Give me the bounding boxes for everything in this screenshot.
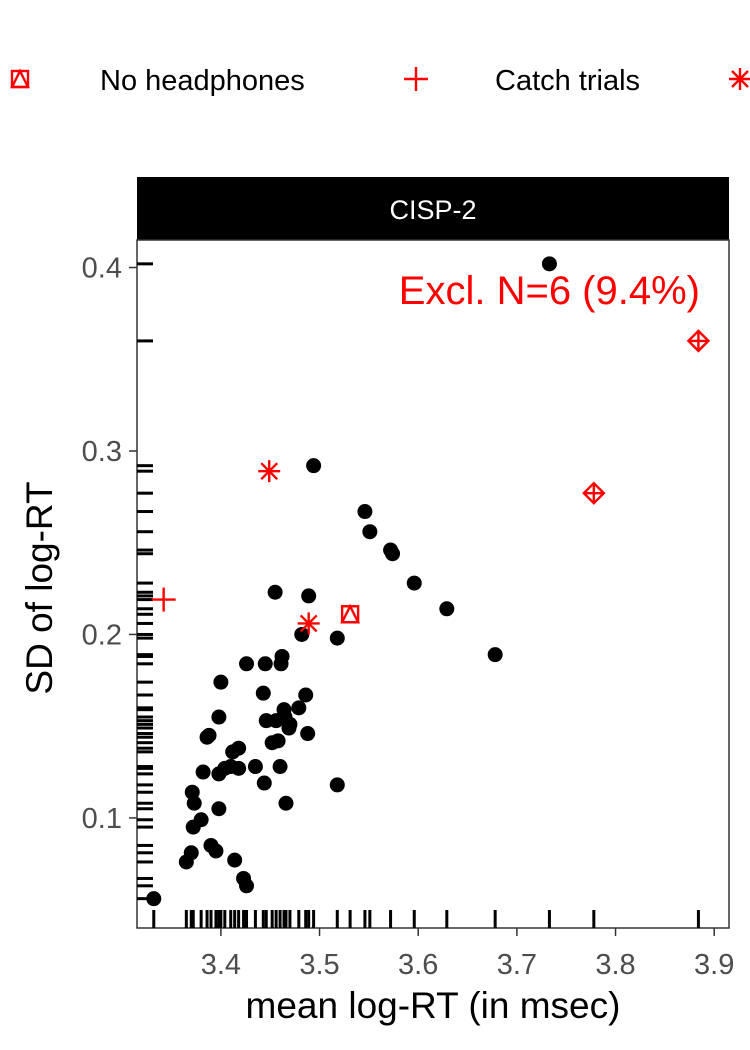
data-point bbox=[199, 729, 215, 745]
legend-key-no-headphones-icon bbox=[10, 68, 30, 89]
x-tick-label: 3.6 bbox=[398, 949, 438, 981]
data-point bbox=[211, 801, 227, 817]
data-point bbox=[267, 584, 283, 600]
y-axis-title: SD of log-RT bbox=[19, 481, 60, 694]
excluded-point bbox=[686, 329, 711, 353]
data-point bbox=[211, 709, 227, 725]
data-point bbox=[385, 546, 401, 562]
x-axis: 3.4 3.5 3.6 3.7 3.8 3.9 bbox=[201, 928, 734, 981]
data-point bbox=[231, 740, 247, 756]
data-point bbox=[208, 843, 224, 859]
x-tick-label: 3.4 bbox=[201, 949, 241, 981]
data-point bbox=[239, 656, 255, 672]
data-point bbox=[300, 726, 316, 742]
legend-key-catch-trials-icon bbox=[404, 67, 428, 91]
x-tick-label: 3.7 bbox=[497, 949, 537, 981]
data-point bbox=[183, 845, 199, 861]
data-point bbox=[282, 716, 298, 732]
x-tick-label: 3.5 bbox=[299, 949, 339, 981]
data-point bbox=[278, 795, 294, 811]
data-point bbox=[329, 630, 345, 646]
legend-label-catch-trials: Catch trials bbox=[495, 65, 640, 97]
rug-y bbox=[137, 262, 153, 901]
data-point bbox=[329, 777, 345, 793]
data-point bbox=[541, 256, 557, 272]
data-point bbox=[301, 588, 317, 604]
data-point bbox=[227, 852, 243, 868]
data-point bbox=[195, 764, 211, 780]
x-axis-title: mean log-RT (in msec) bbox=[246, 985, 621, 1026]
data-point bbox=[291, 700, 307, 716]
y-tick-label: 0.1 bbox=[82, 803, 122, 835]
excluded-point bbox=[258, 460, 281, 483]
included-points bbox=[146, 256, 557, 907]
data-point bbox=[306, 458, 322, 474]
x-tick-label: 3.9 bbox=[694, 949, 734, 981]
data-point bbox=[439, 601, 455, 617]
data-point bbox=[257, 656, 273, 672]
data-point bbox=[184, 784, 200, 800]
data-point bbox=[193, 812, 209, 828]
data-point bbox=[406, 575, 422, 591]
excluded-point bbox=[340, 603, 361, 624]
data-point bbox=[294, 626, 310, 642]
data-point bbox=[362, 524, 378, 540]
legend-symbol bbox=[404, 67, 428, 91]
y-tick-label: 0.4 bbox=[82, 253, 122, 285]
data-point bbox=[146, 891, 162, 907]
data-point bbox=[270, 733, 286, 749]
facet-strip bbox=[137, 177, 729, 240]
data-point bbox=[239, 878, 255, 894]
excluded-points bbox=[151, 329, 711, 635]
data-point bbox=[231, 760, 247, 776]
facet-strip-label: CISP-2 bbox=[389, 195, 476, 225]
rug-x bbox=[152, 910, 700, 928]
data-point bbox=[487, 647, 503, 663]
excluded-point bbox=[582, 481, 606, 505]
data-point bbox=[357, 504, 373, 520]
plot-panel bbox=[136, 239, 730, 929]
data-point bbox=[247, 759, 263, 775]
data-point bbox=[298, 687, 314, 703]
y-axis: 0.1 0.2 0.3 0.4 bbox=[82, 253, 137, 835]
data-point bbox=[213, 674, 229, 690]
y-tick-label: 0.2 bbox=[82, 619, 122, 651]
excluded-point bbox=[297, 612, 320, 635]
excluded-point bbox=[151, 587, 176, 612]
data-point bbox=[274, 648, 290, 664]
data-point bbox=[255, 685, 271, 701]
y-tick-label: 0.3 bbox=[82, 436, 122, 468]
data-point bbox=[256, 775, 272, 791]
exclusion-annotation: Excl. N=6 (9.4%) bbox=[399, 269, 700, 313]
legend-label-no-headphones: No headphones bbox=[100, 65, 305, 97]
data-point bbox=[272, 759, 288, 775]
x-tick-label: 3.8 bbox=[595, 949, 635, 981]
legend-key-asterisk-icon bbox=[729, 68, 750, 90]
legend-symbol bbox=[729, 68, 750, 90]
legend: No headphones Catch trials bbox=[10, 65, 750, 97]
legend-symbol bbox=[10, 68, 30, 89]
